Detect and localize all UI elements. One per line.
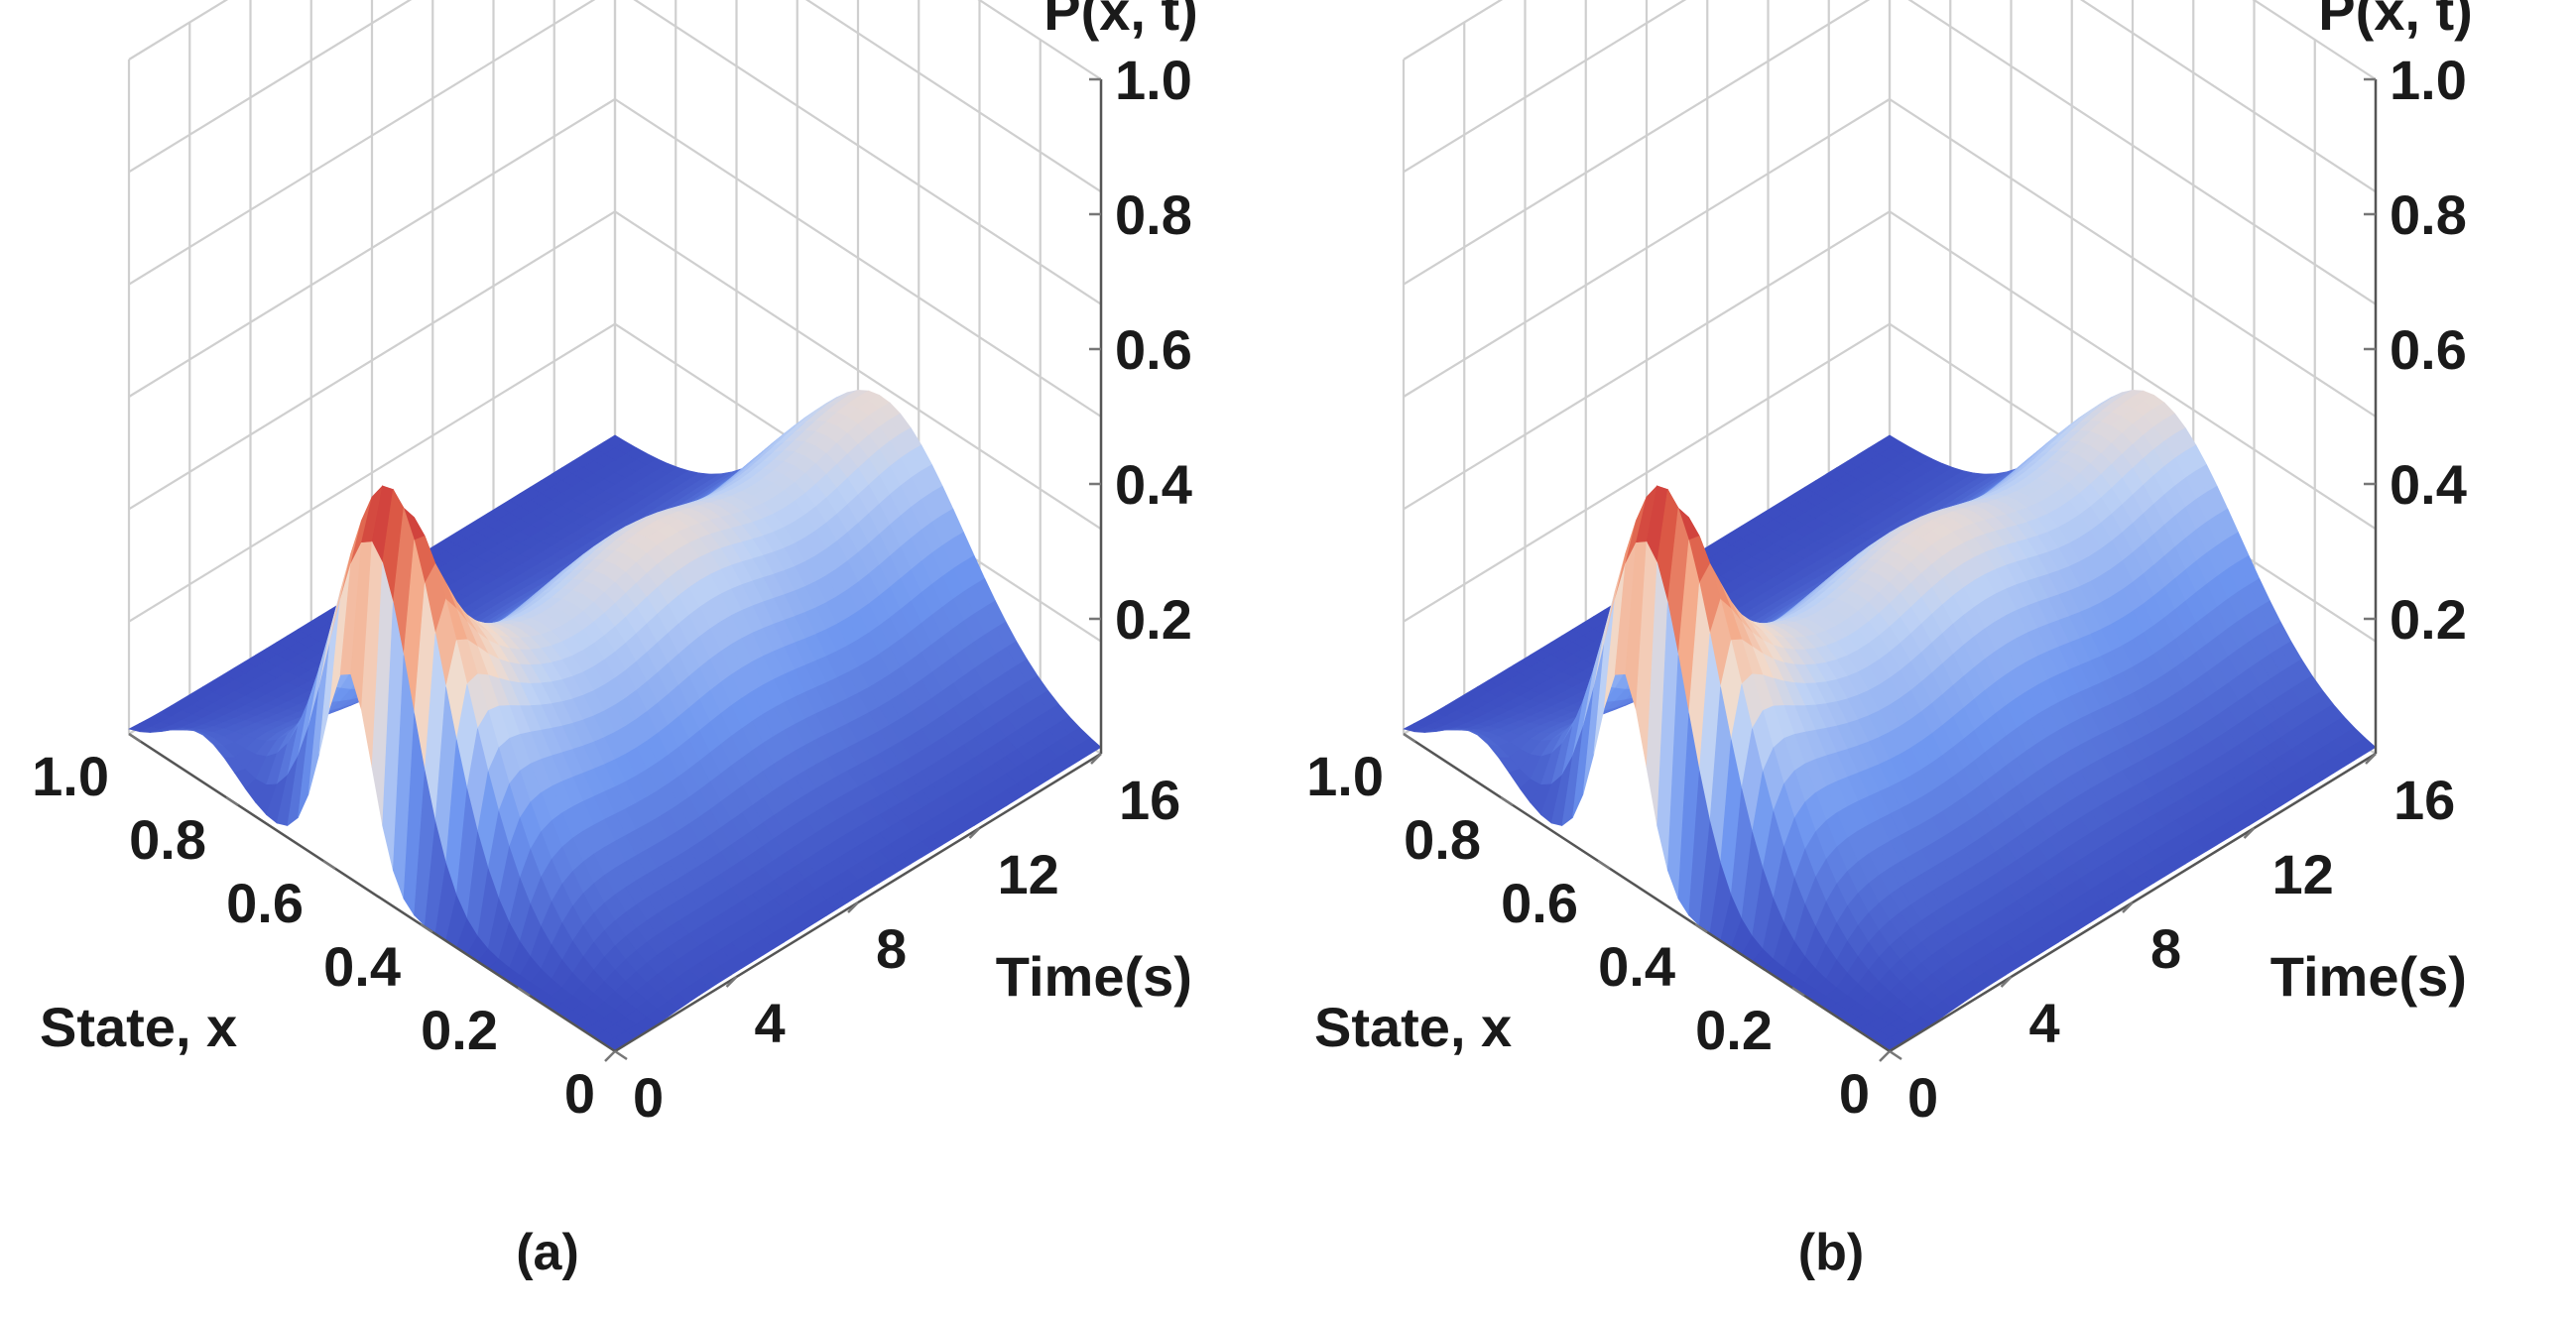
panel-a-xlabel: State, x [40,996,237,1058]
t-tick-label: 12 [998,843,1059,905]
t-tick-mark [1879,1050,1891,1062]
grid-line [2252,0,2377,80]
panel-a-zlabel: P(x, t) [1043,0,1198,42]
grid-line [614,98,1102,418]
x-tick-mark [1889,1049,1902,1061]
t-tick-label: 8 [2150,917,2181,980]
x-tick-label: 0 [564,1062,595,1125]
x-tick-mark [420,922,433,934]
panel-a-axes: 1.0 0.8 0.6 0.4 0.2 0 0 4 8 12 16 0.2 0.4 0.6 0.8 1.0 [32,49,1192,1129]
grid-line [128,0,413,174]
x-tick-mark [517,986,531,998]
t-tick-label: 4 [755,992,786,1054]
panel-b-surface [1403,390,2377,1052]
grid-line [1403,322,1891,623]
z-tick-label: 0.4 [1115,453,1192,516]
panel-b: 1.0 0.8 0.6 0.4 0.2 0 0 4 8 12 16 0.2 0.4 0.6 0.8 1.0 P… [1306,0,2473,1281]
grid-line [128,322,616,623]
t-tick-label: 16 [2393,769,2455,831]
grid-line [633,0,1102,305]
panel-a-labels: P(x, t) State, x Time(s) (a) [40,0,1198,1281]
t-tick-label: 4 [2029,992,2060,1054]
t-tick-mark [1090,753,1102,765]
t-tick-mark [604,1050,616,1062]
t-tick-mark [725,976,738,988]
x-tick-mark [1403,732,1416,744]
grid-line [977,0,1102,80]
z-tick-label: 0.6 [1115,318,1192,381]
x-tick-mark [225,795,239,807]
panel-b-tlabel: Time(s) [2270,945,2467,1008]
t-tick-label: 0 [1907,1066,1938,1129]
x-tick-label: 0.2 [1695,999,1773,1061]
grid-line [1403,0,1871,286]
grid-line [1403,0,1504,60]
z-tick-label: 0.2 [2390,588,2467,651]
z-tick-label: 0.8 [2390,183,2467,246]
x-tick-label: 0.4 [323,935,401,998]
x-tick-label: 1.0 [1306,745,1384,807]
t-tick-label: 12 [2272,843,2334,905]
t-tick-label: 16 [1119,769,1180,831]
panel-a-tlabel: Time(s) [996,945,1192,1008]
x-tick-mark [128,732,142,744]
z-tick-label: 0.4 [2390,453,2467,516]
x-tick-label: 0.2 [421,999,498,1061]
x-tick-label: 0.6 [226,872,304,934]
grid-line [614,210,1102,531]
grid-line [1889,98,2377,418]
x-tick-mark [1597,859,1611,871]
x-tick-label: 0.8 [129,808,206,871]
grid-line [1889,210,2377,531]
z-tick-label: 0.6 [2390,318,2467,381]
grid-line [128,210,616,511]
x-axis-line [128,732,616,1053]
grid-line [2079,0,2377,193]
grid-line [128,98,616,398]
t-tick-label: 8 [876,917,907,980]
grid-line [1403,210,1891,511]
panel-b-caption: (b) [1798,1224,1864,1281]
z-tick-label: 1.0 [1115,49,1192,111]
grid-line [1907,0,2377,305]
t-tick-label: 0 [633,1066,664,1129]
x-tick-label: 0 [1839,1062,1870,1125]
z-tick-label: 0.8 [1115,183,1192,246]
grid-line [804,0,1102,193]
x-tick-label: 1.0 [32,745,109,807]
grid-line [128,0,229,60]
panel-a: 1.0 0.8 0.6 0.4 0.2 0 0 4 8 12 16 0.2 0.4 0.6 0.8 1.0 P… [32,0,1198,1281]
t-tick-mark [968,827,981,839]
x-tick-label: 0.6 [1501,872,1578,934]
x-tick-mark [1500,795,1514,807]
panel-b-xlabel: State, x [1314,996,1512,1058]
x-tick-mark [322,859,336,871]
panel-a-caption: (a) [516,1224,579,1281]
x-tick-label: 0.8 [1404,808,1481,871]
panel-a-surface [128,390,1102,1052]
grid-line [1403,0,1687,174]
z-tick-label: 0.2 [1115,588,1192,651]
panel-b-zlabel: P(x, t) [2318,0,2473,42]
x-tick-mark [614,1049,628,1061]
grid-line [128,0,596,286]
t-tick-mark [847,901,859,913]
z-tick-label: 1.0 [2390,49,2467,111]
x-tick-label: 0.4 [1598,935,1675,998]
grid-line [1403,98,1891,398]
